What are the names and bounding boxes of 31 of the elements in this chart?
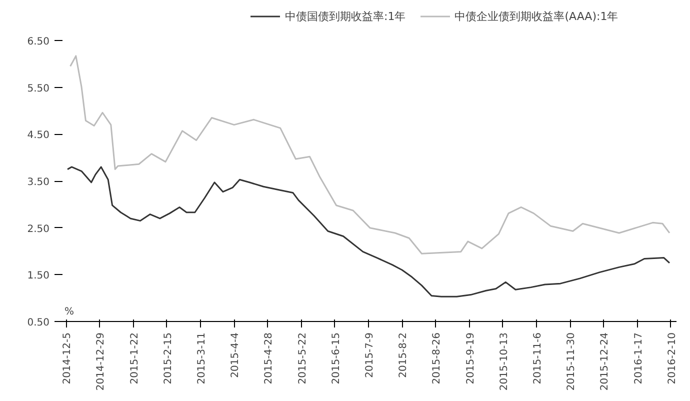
x-tick-label: 2015-8-26	[432, 332, 443, 384]
y-tick-label: 2.50	[27, 224, 50, 235]
x-tick-label: 2015-1-22	[129, 332, 140, 384]
y-tick-label: 6.50	[27, 36, 50, 48]
x-tick-label: 2015-4-28	[264, 332, 275, 384]
x-tick-label: 2016-1-17	[633, 332, 644, 384]
legend-label: 中债企业债到期收益率(AAA):1年	[454, 8, 618, 24]
x-tick-label: 2014-12-5	[62, 332, 74, 384]
y-tick-label: 4.50	[27, 130, 50, 142]
y-tick-label: 5.50	[27, 83, 50, 94]
x-tick-label: 2014-12-29	[96, 332, 107, 391]
annotation: %	[64, 306, 74, 318]
x-tick-label: 2015-11-30	[566, 332, 578, 391]
legend-label: 中债国债到期收益率:1年	[285, 8, 406, 24]
x-tick-label: 2015-12-24	[600, 332, 611, 391]
x-tick-label: 2016-2-10	[666, 332, 678, 384]
x-tick-label: 2015-9-19	[465, 332, 476, 384]
line-series	[66, 166, 670, 298]
x-tick-label: 2015-11-6	[532, 332, 544, 384]
x-tick-label: 2015-4-4	[230, 332, 242, 378]
x-tick-label: 2015-5-22	[297, 332, 308, 384]
y-tick-label: 0.50	[27, 318, 50, 328]
x-tick-label: 2015-2-15	[162, 332, 174, 384]
x-tick-label: 2015-10-13	[498, 332, 510, 391]
line-series	[70, 55, 670, 254]
x-tick-label: 2015-3-11	[196, 332, 208, 384]
x-tick-label: 2015-8-2	[398, 332, 410, 378]
y-tick-label: 3.50	[27, 177, 50, 188]
x-tick-label: 2015-7-9	[364, 332, 376, 378]
x-tick-label: 2015-6-15	[330, 332, 342, 384]
y-tick-label: 1.50	[27, 270, 50, 282]
